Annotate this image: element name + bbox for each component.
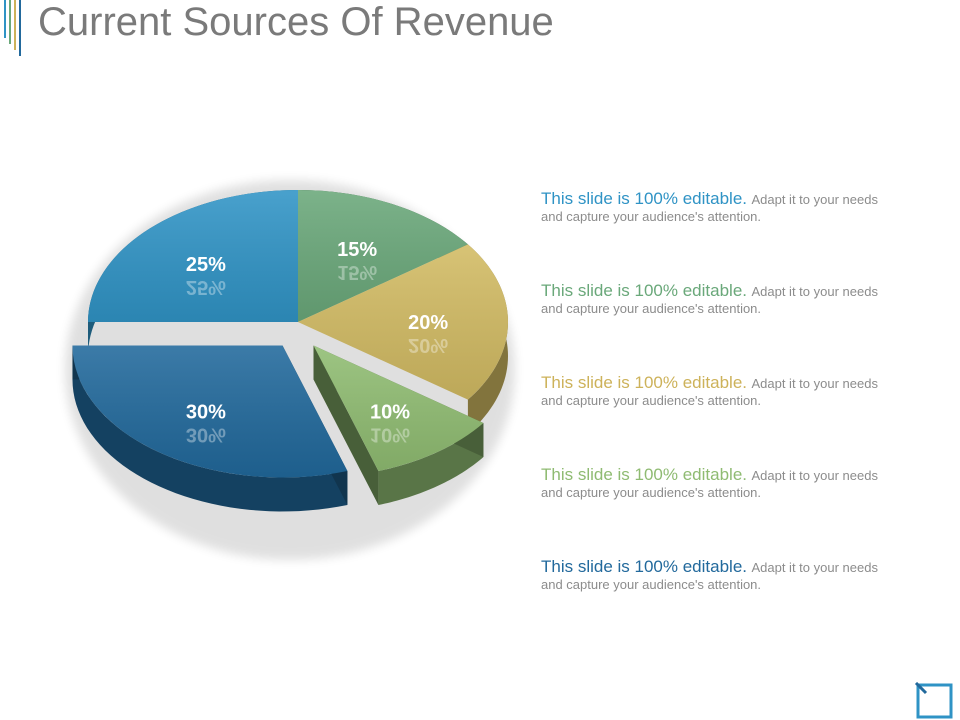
- legend-item: This slide is 100% editable. Adapt it to…: [541, 374, 941, 409]
- legend-body: Adapt it to your needs: [751, 284, 878, 299]
- pie-slice-label-reflection: 20%: [408, 334, 448, 356]
- pie-slice-shine: [298, 244, 508, 400]
- legend-body-line2: and capture your audience's attention.: [541, 577, 762, 592]
- pie-slice-label: 25%: [186, 254, 226, 276]
- pie-slice-side: [72, 345, 348, 512]
- pie-slice-shine: [88, 190, 298, 322]
- legend-body-line2: and capture your audience's attention.: [541, 485, 762, 500]
- legend-body: Adapt it to your needs: [751, 192, 878, 207]
- legend-heading: This slide is 100% editable.: [541, 373, 748, 392]
- pie-slice-label-reflection: 15%: [337, 261, 377, 283]
- pie-slice-label: 30%: [186, 402, 226, 424]
- pie-slice-label: 20%: [408, 312, 448, 334]
- legend-heading: This slide is 100% editable.: [541, 465, 748, 484]
- legend-body-line2: and capture your audience's attention.: [541, 393, 762, 408]
- pie-slice-label: 10%: [370, 402, 410, 424]
- legend-body-line2: and capture your audience's attention.: [541, 301, 762, 316]
- legend-heading: This slide is 100% editable.: [541, 557, 748, 576]
- legend-body: Adapt it to your needs: [751, 560, 878, 575]
- legend-item: This slide is 100% editable. Adapt it to…: [541, 466, 941, 501]
- pie-slice-shine: [298, 190, 468, 322]
- pie-slice-shine: [72, 345, 348, 478]
- legend-body-line2: and capture your audience's attention.: [541, 209, 762, 224]
- pie-slice-shine: [313, 345, 484, 472]
- legend-body: Adapt it to your needs: [751, 468, 878, 483]
- legend-body: Adapt it to your needs: [751, 376, 878, 391]
- square-corner-icon: [914, 682, 953, 719]
- pie-slice-wall: [313, 345, 379, 506]
- pie-slice-label-reflection: 30%: [186, 424, 226, 446]
- legend-item: This slide is 100% editable. Adapt it to…: [541, 282, 941, 317]
- page-title: Current Sources Of Revenue: [38, 0, 554, 44]
- pie-slice-label-reflection: 25%: [186, 276, 226, 298]
- legend-item: This slide is 100% editable. Adapt it to…: [541, 190, 941, 225]
- legend-heading: This slide is 100% editable.: [541, 189, 748, 208]
- legend-heading: This slide is 100% editable.: [541, 281, 748, 300]
- decorative-lines: [4, 0, 21, 56]
- legend-item: This slide is 100% editable. Adapt it to…: [541, 558, 941, 593]
- pie-slice-label: 15%: [337, 239, 377, 261]
- pie-slice-label-reflection: 10%: [370, 424, 410, 446]
